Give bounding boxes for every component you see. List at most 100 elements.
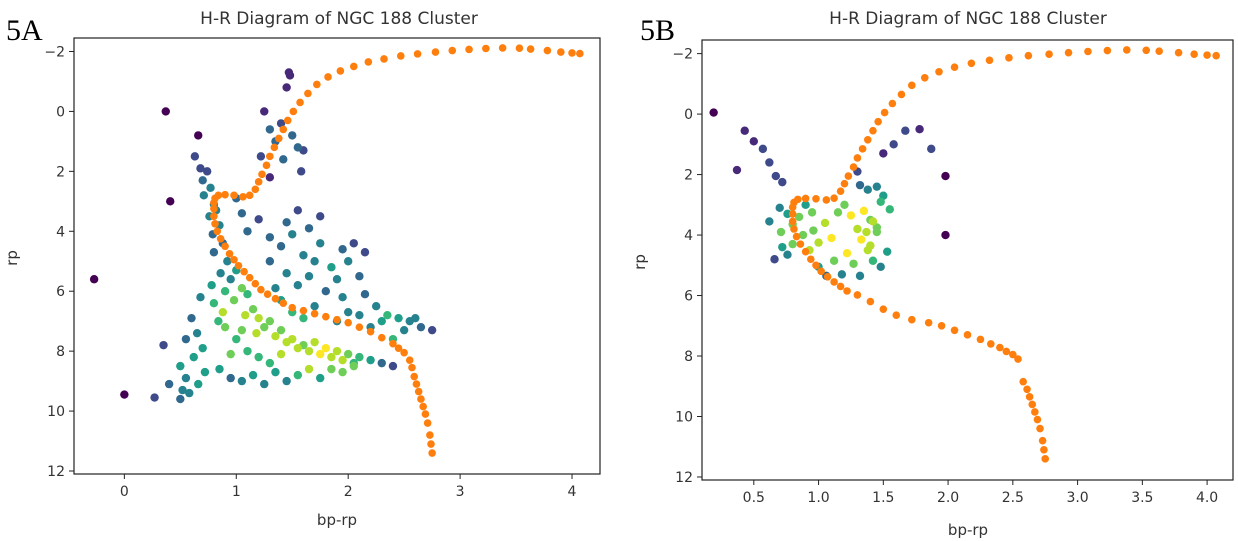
star-point [360, 248, 370, 257]
y-tick-label: 10 [675, 409, 693, 425]
isochrone-point [304, 89, 312, 98]
panel-label-5b: 5B [640, 14, 675, 47]
star-point [256, 152, 266, 161]
isochrone-point [1123, 46, 1131, 54]
isochrone-point [526, 45, 535, 53]
isochrone-point [1031, 408, 1039, 416]
star-point [279, 155, 288, 164]
star-point [265, 358, 275, 368]
star-point [265, 316, 275, 326]
star-point [218, 307, 228, 317]
isochrone-point [289, 107, 298, 116]
star-point [202, 167, 212, 176]
star-point [299, 313, 308, 323]
isochrone-point [1084, 47, 1092, 56]
star-point [321, 343, 331, 353]
star-point [181, 334, 191, 344]
isochrone-point [221, 242, 229, 251]
star-point [237, 209, 247, 218]
star-point [226, 373, 235, 383]
star-point [343, 307, 353, 317]
star-point [371, 301, 381, 311]
star-point [868, 217, 878, 226]
star-point [310, 337, 319, 347]
isochrone-point [423, 419, 432, 427]
star-point [304, 272, 314, 281]
star-point [214, 316, 223, 326]
chart-title-a: H-R Diagram of NGC 188 Cluster [200, 9, 478, 29]
star-point [243, 227, 252, 236]
star-point [349, 239, 358, 248]
isochrone-point [849, 163, 858, 171]
star-point [809, 226, 818, 235]
isochrone-point [822, 196, 831, 204]
star-point [327, 364, 336, 374]
star-point [879, 149, 888, 158]
star-point [288, 230, 297, 239]
isochrone-point [853, 154, 862, 162]
y-tick-label: 12 [675, 470, 693, 486]
star-point [863, 185, 872, 194]
y-tick-label: 6 [684, 289, 693, 305]
star-point [260, 322, 269, 332]
y-tick-label: 12 [47, 464, 65, 480]
star-point [254, 352, 263, 362]
isochrone-point [806, 255, 815, 264]
x-axis-label-a: bp-rp [317, 511, 357, 529]
star-point [765, 217, 774, 226]
isochrone-point [257, 285, 265, 294]
isochrone-point [412, 380, 421, 388]
y-tick-label: 4 [56, 224, 65, 240]
star-point [237, 325, 247, 335]
isochrone-point [364, 58, 373, 66]
x-tick-label: 2 [344, 484, 353, 500]
star-point [209, 298, 219, 308]
isochrone-point [801, 194, 810, 203]
isochrone-point [863, 135, 872, 144]
isochrone-point [1155, 47, 1163, 55]
star-point [192, 328, 202, 338]
isochrone-point [935, 67, 943, 76]
star-point [788, 239, 797, 249]
isochrone-point [288, 303, 297, 312]
star-point [868, 256, 878, 265]
star-point [178, 385, 187, 395]
y-tick-label: 0 [684, 107, 693, 123]
x-tick-label: 3 [456, 484, 465, 500]
star-point [915, 125, 924, 134]
star-point [243, 290, 252, 299]
isochrone-point [279, 299, 288, 307]
star-point [296, 167, 306, 176]
panel-5b: 5B H-R Diagram of NGC 188 Cluster 0.5 1.0… [631, 9, 1234, 539]
isochrone-point [266, 152, 274, 161]
isochrone-point [366, 327, 375, 336]
isochrone-point [879, 305, 888, 313]
star-point [855, 180, 865, 190]
isochrone-point [400, 348, 408, 357]
isochrone-point [1033, 415, 1042, 424]
isochrone-point [1045, 50, 1053, 59]
star-point [872, 182, 882, 191]
isochrone-point [1041, 455, 1050, 463]
star-point [758, 144, 768, 154]
isochrone-point [211, 219, 219, 228]
isochrone-point [792, 232, 801, 241]
y-tick-label: −2 [44, 44, 65, 60]
star-point [216, 269, 225, 278]
star-point [304, 364, 314, 374]
y-tick-label: 2 [56, 164, 65, 180]
star-point [355, 272, 364, 281]
chart-title-b: H-R Diagram of NGC 188 Cluster [829, 9, 1107, 29]
x-tick-label: 4.0 [1196, 490, 1218, 506]
star-point [293, 343, 303, 353]
star-point [749, 137, 759, 146]
star-point [241, 310, 250, 320]
isochrone-point [465, 45, 473, 54]
x-tick-label: 1.0 [807, 490, 829, 506]
star-point [846, 211, 856, 220]
isochrone-point [788, 217, 797, 226]
isochrone-point [1019, 377, 1027, 386]
star-point [181, 373, 191, 383]
isochrone-point [275, 134, 283, 143]
isochrone-point [836, 187, 845, 196]
